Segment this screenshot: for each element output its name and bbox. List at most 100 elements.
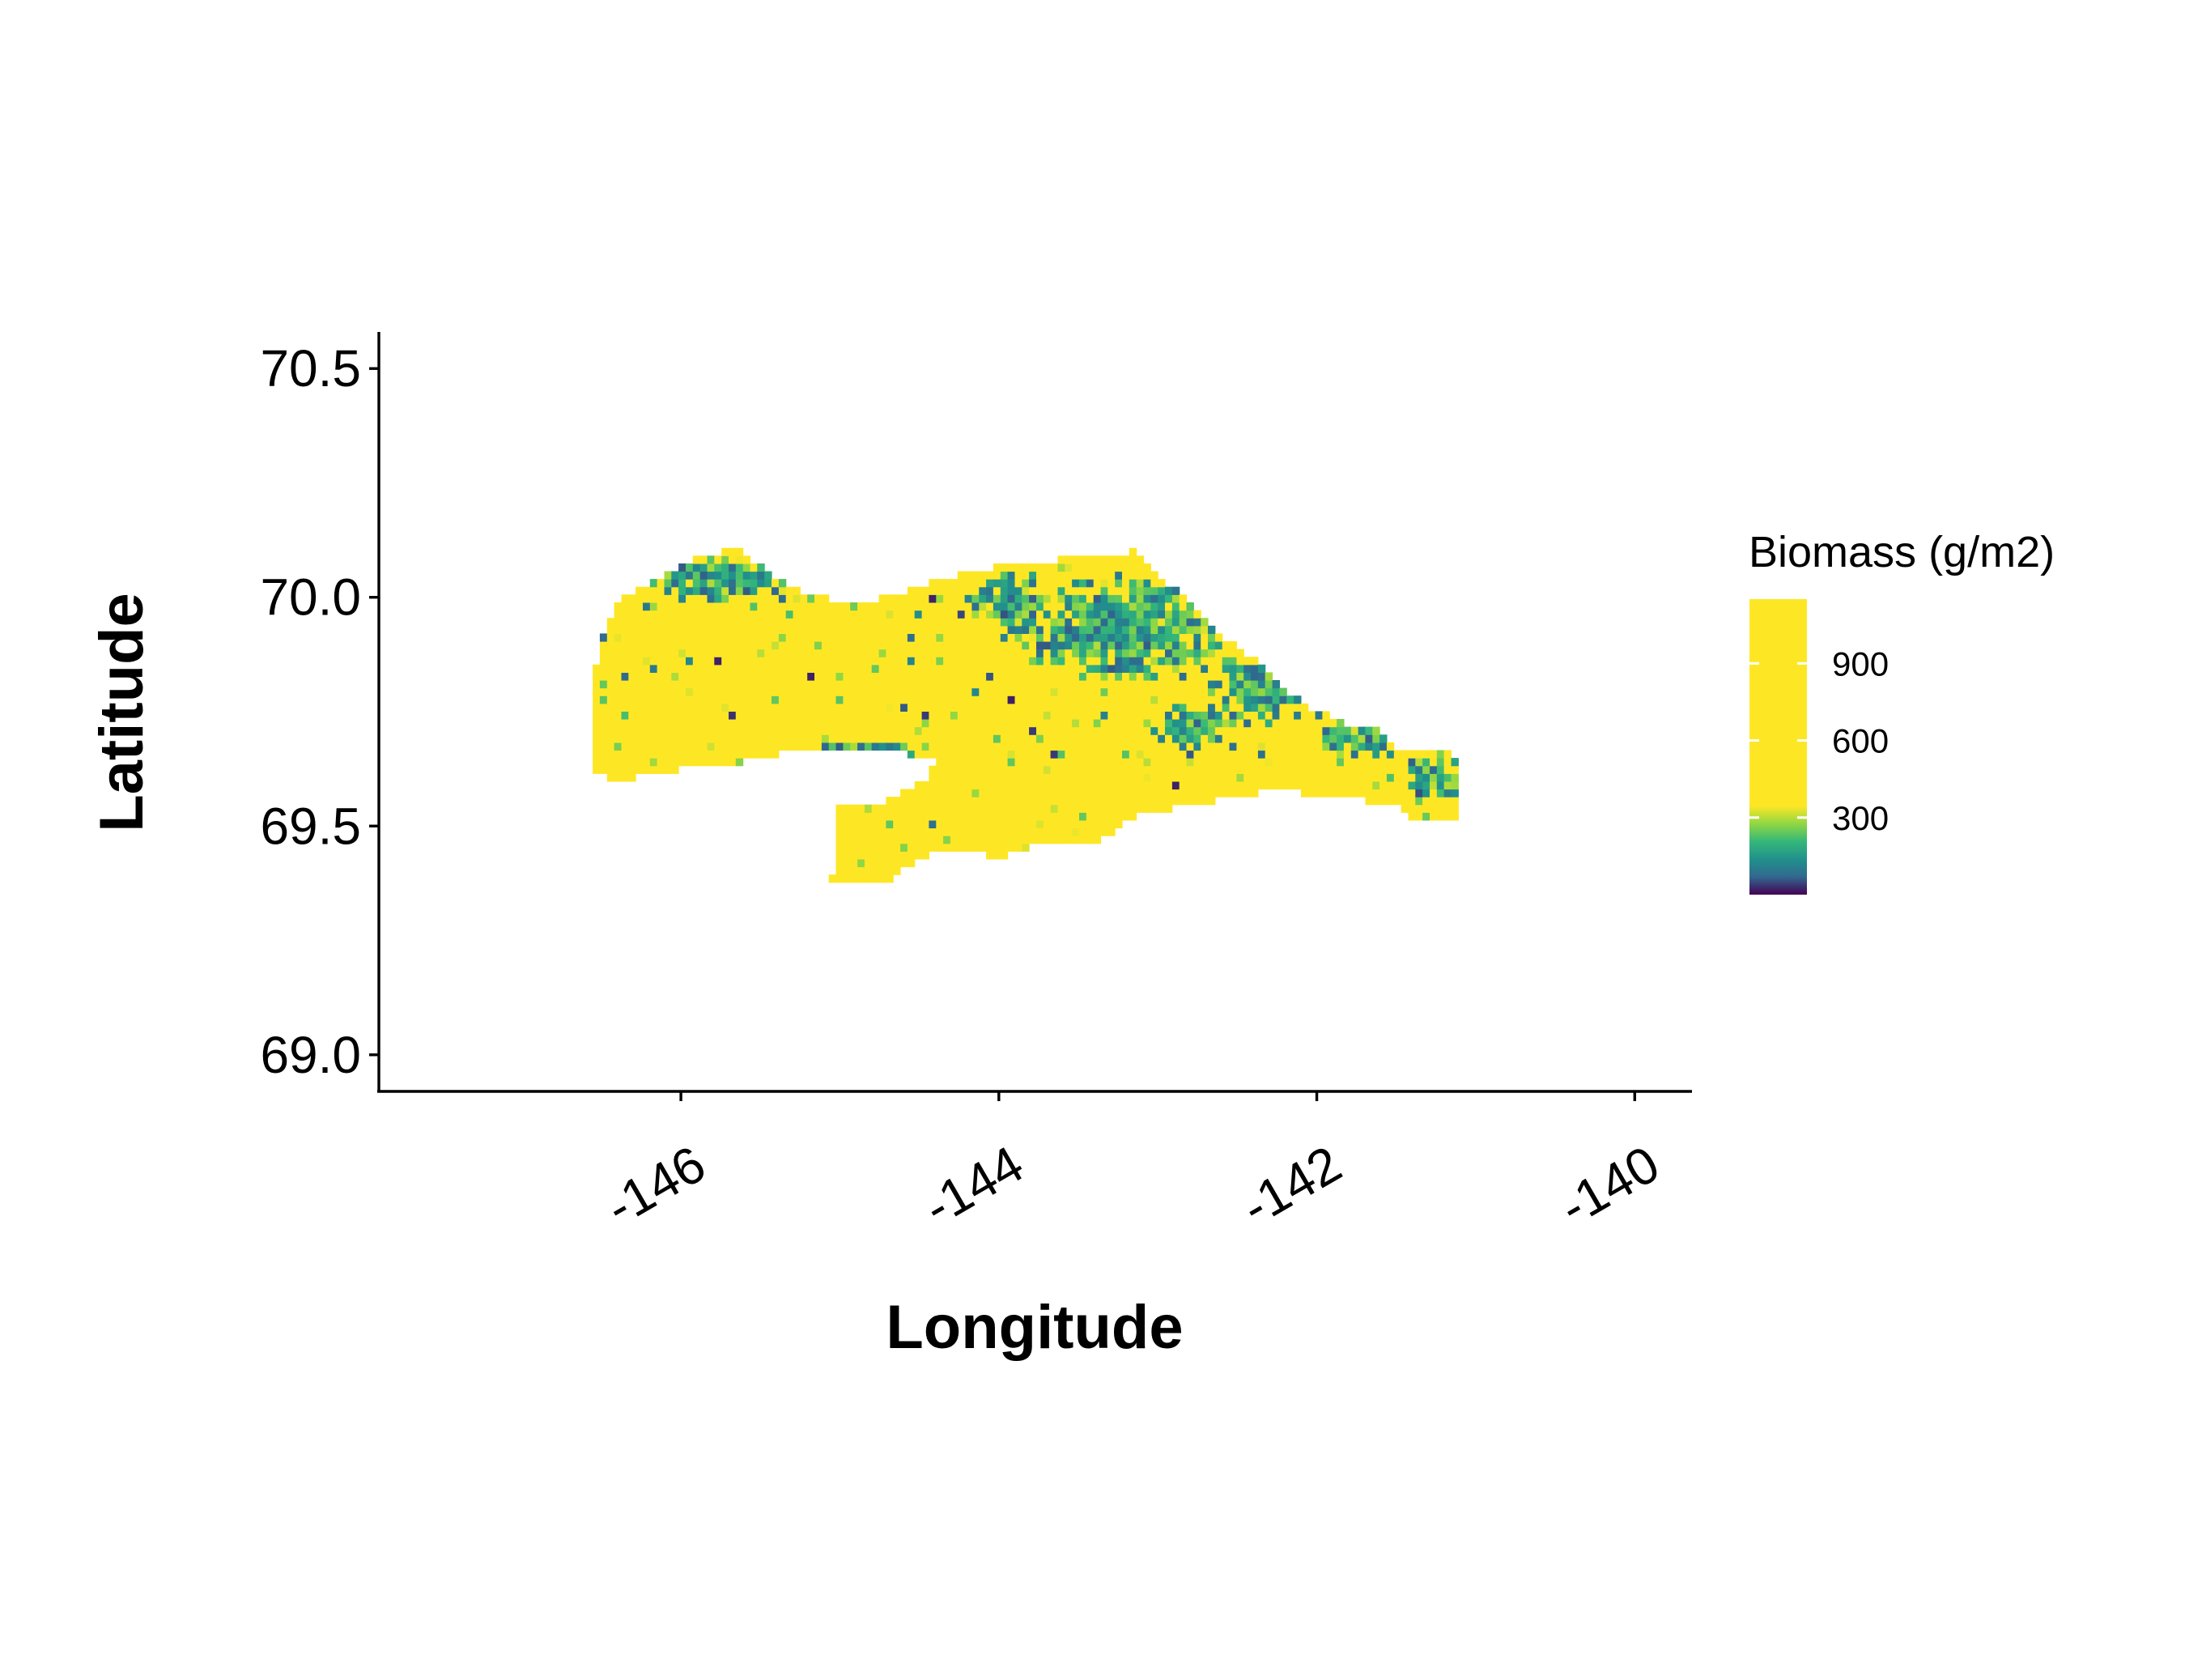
heatmap-cell bbox=[1007, 797, 1015, 806]
heatmap-cell bbox=[614, 711, 622, 720]
heatmap-cell bbox=[971, 719, 980, 728]
heatmap-cell bbox=[636, 610, 644, 619]
heatmap-cell bbox=[950, 586, 959, 595]
heatmap-cell bbox=[1093, 563, 1102, 572]
heatmap-cell bbox=[1086, 742, 1095, 751]
heatmap-cell bbox=[835, 866, 844, 875]
heatmap-cell bbox=[621, 641, 629, 650]
heatmap-cell bbox=[1179, 594, 1188, 603]
heatmap-cell bbox=[707, 664, 715, 673]
heatmap-cell bbox=[1029, 571, 1037, 580]
heatmap-cell bbox=[1329, 789, 1337, 797]
heatmap-cell bbox=[835, 602, 844, 611]
heatmap-cell bbox=[914, 680, 923, 689]
heatmap-cell bbox=[864, 672, 873, 681]
heatmap-cell bbox=[699, 649, 708, 657]
heatmap-cell bbox=[1229, 649, 1237, 657]
heatmap-cell bbox=[1007, 750, 1015, 759]
heatmap-cell bbox=[943, 695, 951, 704]
heatmap-cell bbox=[1072, 641, 1080, 650]
heatmap-cell bbox=[807, 695, 815, 704]
heatmap-cell bbox=[878, 633, 886, 642]
heatmap-cell bbox=[614, 680, 622, 689]
heatmap-cell bbox=[971, 625, 980, 634]
heatmap-cell bbox=[764, 602, 772, 611]
heatmap-cell bbox=[878, 819, 886, 829]
heatmap-cell bbox=[1036, 742, 1044, 751]
heatmap-cell bbox=[929, 797, 937, 806]
heatmap-cell bbox=[692, 594, 701, 603]
heatmap-cell bbox=[657, 711, 665, 720]
heatmap-cell bbox=[729, 618, 737, 627]
heatmap-cell bbox=[714, 664, 722, 673]
heatmap-cell bbox=[707, 758, 715, 767]
heatmap-cell bbox=[1279, 750, 1287, 759]
heatmap-cell bbox=[1322, 765, 1330, 774]
heatmap-cell bbox=[1000, 711, 1009, 720]
heatmap-cell bbox=[1057, 657, 1065, 666]
heatmap-cell bbox=[1365, 750, 1373, 759]
heatmap-cell bbox=[1401, 758, 1409, 767]
heatmap-cell bbox=[1322, 734, 1330, 743]
heatmap-cell bbox=[821, 687, 830, 696]
heatmap-cell bbox=[950, 641, 959, 650]
heatmap-cell bbox=[614, 641, 622, 650]
heatmap-cell bbox=[993, 789, 1001, 797]
heatmap-cell bbox=[1057, 563, 1065, 572]
heatmap-cell bbox=[1072, 579, 1080, 588]
heatmap-cell bbox=[1122, 579, 1130, 588]
heatmap-cell bbox=[678, 664, 687, 673]
heatmap-cell bbox=[785, 734, 794, 743]
heatmap-cell bbox=[1022, 819, 1030, 829]
heatmap-cell bbox=[599, 695, 608, 704]
heatmap-cell bbox=[1115, 742, 1123, 751]
heatmap-cell bbox=[1179, 610, 1188, 619]
heatmap-cell bbox=[778, 618, 787, 627]
heatmap-cell bbox=[1029, 563, 1037, 572]
heatmap-cell bbox=[871, 687, 880, 696]
heatmap-cell bbox=[599, 672, 608, 681]
heatmap-cell bbox=[1158, 804, 1166, 813]
heatmap-cell bbox=[1036, 726, 1044, 735]
heatmap-cell bbox=[664, 726, 672, 735]
heatmap-cell bbox=[1100, 797, 1108, 806]
heatmap-cell bbox=[707, 625, 715, 634]
heatmap-cell bbox=[1100, 711, 1108, 720]
heatmap-cell bbox=[936, 586, 944, 595]
heatmap-cell bbox=[871, 827, 880, 836]
heatmap-cell bbox=[850, 812, 858, 821]
heatmap-cell bbox=[986, 649, 994, 657]
heatmap-cell bbox=[1072, 610, 1080, 619]
heatmap-cell bbox=[1086, 641, 1095, 650]
heatmap-cell bbox=[979, 664, 987, 673]
heatmap-cell bbox=[1072, 571, 1080, 580]
heatmap-cell bbox=[1208, 726, 1216, 735]
heatmap-cell bbox=[742, 649, 751, 657]
heatmap-cell bbox=[636, 672, 644, 681]
heatmap-cell bbox=[1122, 687, 1130, 696]
heatmap-cell bbox=[671, 664, 679, 673]
heatmap-cell bbox=[664, 687, 672, 696]
heatmap-cell bbox=[893, 819, 901, 829]
heatmap-cell bbox=[986, 610, 994, 619]
heatmap-cell bbox=[671, 649, 679, 657]
heatmap-cell bbox=[742, 680, 751, 689]
heatmap-cell bbox=[1229, 789, 1237, 797]
heatmap-cell bbox=[800, 695, 808, 704]
heatmap-cell bbox=[936, 610, 944, 619]
heatmap-cell bbox=[871, 625, 880, 634]
heatmap-cell bbox=[692, 641, 701, 650]
heatmap-cell bbox=[1086, 664, 1095, 673]
heatmap-cell bbox=[1014, 804, 1022, 813]
heatmap-cell bbox=[1393, 797, 1402, 806]
heatmap-cell bbox=[950, 680, 959, 689]
heatmap-cell bbox=[1043, 819, 1052, 829]
heatmap-cell bbox=[1257, 719, 1266, 728]
heatmap-cell bbox=[686, 586, 694, 595]
heatmap-cell bbox=[843, 633, 851, 642]
heatmap-cell bbox=[986, 664, 994, 673]
heatmap-cell bbox=[721, 555, 729, 564]
heatmap-cell bbox=[1000, 827, 1009, 836]
heatmap-cell bbox=[772, 680, 780, 689]
heatmap-cell bbox=[1229, 734, 1237, 743]
